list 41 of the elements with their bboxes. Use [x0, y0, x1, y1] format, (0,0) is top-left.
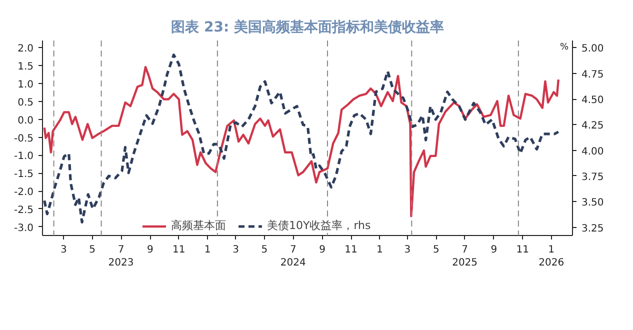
y-tick-label: -1.5 — [14, 169, 34, 180]
y2-tick-label: 5.00 — [582, 44, 604, 55]
x-tick-label: 11 — [344, 244, 358, 256]
x-tick-label: 1 — [376, 244, 383, 256]
x-tick-label: 1 2026 — [538, 244, 564, 269]
x-tick-label: 9 — [147, 244, 154, 256]
x-tick-label: 5 — [432, 244, 440, 256]
y-tick-label: -2.5 — [14, 204, 34, 216]
y-tick-label: 2.0 — [18, 44, 34, 55]
y-tick-label: 0.0 — [18, 115, 34, 126]
x-tick-label: 5 — [89, 244, 96, 256]
x-tick-label: 11 — [172, 244, 186, 256]
x-tick-label: 5 — [261, 244, 268, 256]
y2-axis-title: % — [560, 42, 569, 52]
chart-title: 图表 23: 美国高频基本面指标和美债收益率 — [171, 18, 444, 36]
x-tick-label: 7 2024 — [280, 244, 306, 269]
x-tick-label: 11 — [516, 244, 530, 256]
legend-label: 美债10Y收益率，rhs — [267, 218, 371, 233]
y2-tick-label: 4.50 — [582, 95, 604, 106]
x-tick-label: 7 2023 — [108, 244, 134, 269]
y2-tick-label: 3.75 — [582, 172, 604, 183]
y-tick-label: 1.0 — [18, 80, 34, 91]
x-tick-label: 1 — [204, 244, 211, 256]
y-tick-label: -2.0 — [14, 187, 34, 198]
y2-tick-label: 3.50 — [582, 198, 604, 209]
legend-label: 高频基本面 — [171, 218, 226, 233]
y-tick-label: -1.0 — [14, 151, 34, 162]
y2-tick-label: 4.00 — [582, 146, 604, 158]
y-tick-label: -0.5 — [14, 133, 34, 144]
x-tick-label: 3 — [404, 244, 411, 256]
y-tick-label: -3.0 — [14, 222, 34, 234]
y2-tick-label: 4.75 — [582, 69, 604, 80]
y-tick-label: 1.5 — [18, 62, 34, 73]
y-tick-label: 0.5 — [18, 97, 34, 108]
y2-tick-label: 3.25 — [582, 223, 604, 234]
y2-tick-label: 4.25 — [582, 120, 604, 132]
x-tick-label: 3 — [232, 244, 239, 256]
x-tick-label: 7 2025 — [452, 244, 478, 269]
x-tick-label: 9 — [490, 244, 498, 256]
x-tick-label: 9 — [319, 244, 326, 256]
x-tick-label: 3 — [60, 244, 67, 256]
